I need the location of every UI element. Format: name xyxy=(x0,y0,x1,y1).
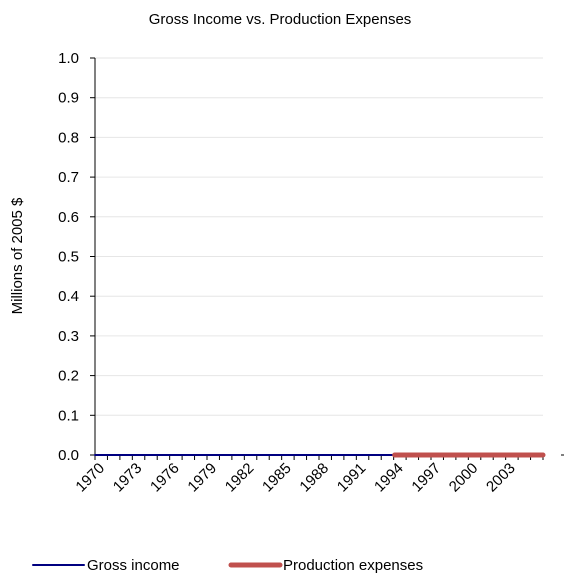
y-tick-label: 1.0 xyxy=(58,50,79,67)
x-tick-label: 1997 xyxy=(408,460,444,496)
x-tick-label: 1982 xyxy=(222,460,258,496)
x-axis-ticks: 1970 1973 1976 1979 1982 1985 1988 1991 1994 1997… xyxy=(72,455,564,495)
x-tick-label: 1994 xyxy=(371,460,407,496)
legend: Gross income Production expenses xyxy=(33,557,423,574)
x-tick-label: 2003 xyxy=(483,460,519,496)
y-tick-label: 0.7 xyxy=(58,169,79,186)
chart-title: Gross Income vs. Production Expenses xyxy=(149,11,412,28)
y-tick-label: 0.2 xyxy=(58,368,79,385)
y-tick-label: 0.4 xyxy=(58,288,79,305)
legend-label: Production expenses xyxy=(283,557,423,574)
y-tick-label: 0.1 xyxy=(58,407,79,424)
y-tick-label: 0.8 xyxy=(58,129,79,146)
y-tick-label: 0.6 xyxy=(58,209,79,226)
y-tick-label: 0.5 xyxy=(58,249,79,266)
x-tick-label: 1970 xyxy=(72,460,108,496)
y-axis-ticks: 0.0 0.1 0.2 0.3 0.4 0.5 0.6 0.7 0.8 0.9 1.0 xyxy=(58,50,95,464)
y-tick-label: 0.0 xyxy=(58,447,79,464)
x-tick-label: 1976 xyxy=(147,460,183,496)
y-axis-label: Millions of 2005 $ xyxy=(9,197,26,314)
x-tick-label: 1979 xyxy=(184,460,220,496)
x-tick-label: 1988 xyxy=(296,460,332,496)
y-tick-label: 0.3 xyxy=(58,328,79,345)
x-tick-label: 1991 xyxy=(334,460,370,496)
x-tick-label: 1973 xyxy=(110,460,146,496)
x-tick-label: 1985 xyxy=(259,460,295,496)
y-tick-label: 0.9 xyxy=(58,90,79,107)
legend-label: Gross income xyxy=(87,557,180,574)
x-tick-label: 2000 xyxy=(446,460,482,496)
gridlines xyxy=(95,58,543,415)
